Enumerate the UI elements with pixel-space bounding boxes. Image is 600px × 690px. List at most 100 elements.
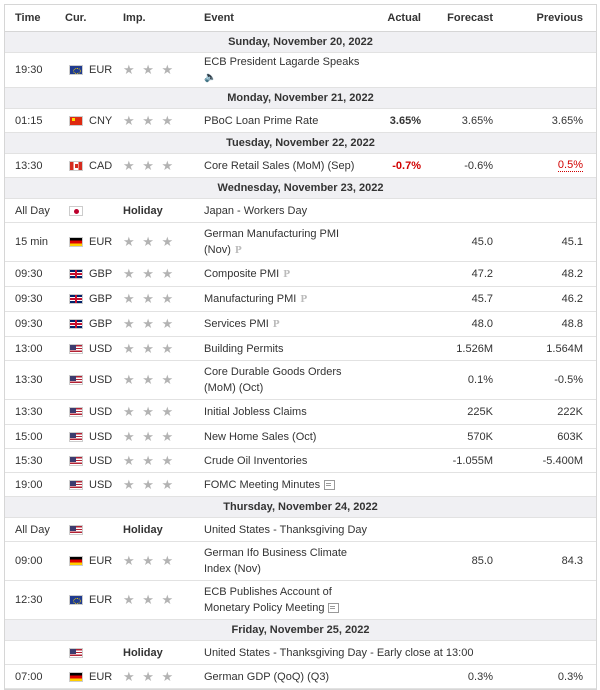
event-currency: GBP bbox=[89, 318, 113, 330]
event-name[interactable]: FOMC Meeting Minutes bbox=[204, 478, 321, 491]
germany-flag-icon bbox=[69, 671, 83, 682]
table-row[interactable]: 15 min EUR ★ ★ ★ German Manufacturing PM… bbox=[5, 223, 596, 262]
header-previous[interactable]: Previous bbox=[536, 12, 583, 24]
event-name-cont[interactable]: Monetary Policy Meeting bbox=[204, 602, 325, 614]
event-name[interactable]: Core Durable Goods Orders bbox=[204, 366, 342, 378]
event-actual bbox=[370, 473, 425, 496]
event-previous bbox=[497, 473, 591, 496]
event-forecast bbox=[425, 53, 497, 87]
event-name: United States - Thanksgiving Day bbox=[204, 523, 368, 536]
event-currency: CNY bbox=[89, 114, 113, 127]
table-row[interactable]: 15:00 USD ★ ★ ★ New Home Sales (Oct) 570… bbox=[5, 425, 596, 449]
event-currency: EUR bbox=[89, 670, 113, 683]
event-name[interactable]: PBoC Loan Prime Rate bbox=[204, 114, 319, 127]
document-icon[interactable] bbox=[324, 479, 336, 490]
table-row[interactable]: 13:00 USD ★ ★ ★ Building Permits 1.526M … bbox=[5, 337, 596, 361]
table-row[interactable]: 19:30 EUR ★ ★ ★ ECB President Lagarde Sp… bbox=[5, 53, 596, 88]
us-flag-icon bbox=[69, 455, 83, 466]
importance-stars-icon: ★ ★ ★ bbox=[123, 452, 176, 468]
event-name[interactable]: Initial Jobless Claims bbox=[204, 406, 307, 418]
uk-flag-icon bbox=[69, 294, 83, 304]
holiday-label: Holiday bbox=[123, 523, 163, 536]
us-flag-icon bbox=[69, 647, 83, 658]
table-row[interactable]: 13:30 USD ★ ★ ★ Core Durable Goods Order… bbox=[5, 361, 596, 400]
event-forecast: 85.0 bbox=[471, 555, 493, 567]
importance-stars-icon: ★ ★ ★ bbox=[123, 157, 176, 173]
header-importance[interactable]: Imp. bbox=[123, 12, 146, 24]
event-name[interactable]: Composite PMI bbox=[204, 267, 280, 280]
eu-flag-icon bbox=[69, 65, 83, 75]
header-currency[interactable]: Cur. bbox=[65, 12, 87, 24]
event-previous[interactable]: 0.5% bbox=[557, 159, 583, 172]
importance-stars-icon: ★ ★ ★ bbox=[123, 112, 176, 128]
table-row[interactable]: 12:30 EUR ★ ★ ★ ECB Publishes Account of… bbox=[5, 581, 596, 620]
table-row[interactable]: 19:00 USD ★ ★ ★ FOMC Meeting Minutes bbox=[5, 473, 596, 497]
importance-stars-icon: ★ ★ ★ bbox=[123, 372, 176, 387]
event-name[interactable]: German GDP (QoQ) (Q3) bbox=[204, 670, 330, 683]
event-name[interactable]: Crude Oil Inventories bbox=[204, 454, 308, 467]
importance-stars-icon: ★ ★ ★ bbox=[123, 316, 176, 331]
event-forecast: -0.6% bbox=[464, 159, 493, 172]
event-previous: -5.400M bbox=[542, 454, 583, 467]
event-name-cont[interactable]: (MoM) (Oct) bbox=[204, 382, 264, 394]
event-time: 15:30 bbox=[15, 454, 43, 467]
event-currency: GBP bbox=[89, 293, 113, 305]
event-previous: 46.2 bbox=[561, 293, 583, 305]
event-name[interactable]: Building Permits bbox=[204, 342, 284, 355]
table-row[interactable]: 09:30 GBP ★ ★ ★ Services PMI P 48.0 48.8 bbox=[5, 312, 596, 337]
event-name[interactable]: ECB President Lagarde Speaks bbox=[204, 56, 360, 68]
holiday-label: Holiday bbox=[123, 646, 163, 659]
event-previous: 1.564M bbox=[546, 342, 583, 355]
table-row[interactable]: All Day Holiday United States - Thanksgi… bbox=[5, 518, 596, 542]
event-name[interactable]: Services PMI bbox=[204, 317, 269, 330]
event-name[interactable]: Core Retail Sales (MoM) (Sep) bbox=[204, 159, 355, 172]
event-time: 13:30 bbox=[15, 374, 43, 386]
event-name[interactable]: New Home Sales (Oct) bbox=[204, 430, 317, 443]
table-row[interactable]: 13:30 USD ★ ★ ★ Initial Jobless Claims 2… bbox=[5, 400, 596, 425]
header-event[interactable]: Event bbox=[204, 12, 234, 24]
speaker-icon[interactable]: 🔈 bbox=[204, 72, 217, 83]
event-actual bbox=[370, 400, 425, 424]
event-name[interactable]: Manufacturing PMI bbox=[204, 292, 297, 305]
event-forecast: 0.1% bbox=[467, 374, 493, 386]
event-forecast: 570K bbox=[467, 430, 493, 443]
us-flag-icon bbox=[69, 343, 83, 354]
us-flag-icon bbox=[69, 407, 83, 417]
table-row[interactable]: 01:15 CNY ★ ★ ★ PBoC Loan Prime Rate 3.6… bbox=[5, 109, 596, 133]
event-name: United States - Thanksgiving Day - Early… bbox=[204, 646, 474, 659]
day-header: Sunday, November 20, 2022 bbox=[5, 32, 596, 53]
table-row[interactable]: 09:30 GBP ★ ★ ★ Manufacturing PMI P 45.7 … bbox=[5, 287, 596, 312]
event-actual bbox=[370, 312, 425, 336]
importance-stars-icon: ★ ★ ★ bbox=[123, 340, 176, 356]
event-name-cont[interactable]: Index (Nov) bbox=[204, 563, 261, 575]
event-forecast: 3.65% bbox=[461, 114, 493, 127]
table-row[interactable]: 09:00 EUR ★ ★ ★ German Ifo Business Clim… bbox=[5, 542, 596, 581]
table-row[interactable]: All Day Holiday Japan - Workers Day bbox=[5, 199, 596, 223]
day-header: Friday, November 25, 2022 bbox=[5, 620, 596, 641]
table-row[interactable]: 09:30 GBP ★ ★ ★ Composite PMI P 47.2 48.2 bbox=[5, 262, 596, 287]
event-previous: 48.8 bbox=[561, 318, 583, 330]
event-name[interactable]: ECB Publishes Account of bbox=[204, 586, 332, 598]
header-forecast[interactable]: Forecast bbox=[447, 12, 493, 24]
event-time: 07:00 bbox=[15, 670, 43, 683]
header-actual[interactable]: Actual bbox=[387, 12, 421, 24]
table-row[interactable]: 15:30 USD ★ ★ ★ Crude Oil Inventories -1… bbox=[5, 449, 596, 473]
event-name[interactable]: German Ifo Business Climate bbox=[204, 547, 348, 559]
event-name-cont[interactable]: (Nov) bbox=[204, 243, 231, 256]
day-label: Tuesday, November 22, 2022 bbox=[226, 137, 375, 149]
day-label: Sunday, November 20, 2022 bbox=[228, 36, 373, 48]
table-row[interactable]: 07:00 EUR ★ ★ ★ German GDP (QoQ) (Q3) 0.… bbox=[5, 665, 596, 689]
table-row[interactable]: Holiday United States - Thanksgiving Day… bbox=[5, 641, 596, 665]
event-previous: 45.1 bbox=[561, 236, 583, 248]
importance-stars-icon: ★ ★ ★ bbox=[123, 234, 176, 249]
document-icon[interactable] bbox=[328, 603, 340, 614]
event-forecast bbox=[425, 473, 497, 496]
japan-flag-icon bbox=[69, 205, 83, 216]
table-row[interactable]: 13:30 CAD ★ ★ ★ Core Retail Sales (MoM) … bbox=[5, 154, 596, 178]
importance-stars-icon: ★ ★ ★ bbox=[123, 476, 176, 492]
event-forecast bbox=[425, 581, 497, 619]
day-label: Friday, November 25, 2022 bbox=[231, 624, 370, 636]
us-flag-icon bbox=[69, 524, 83, 535]
event-name[interactable]: German Manufacturing PMI bbox=[204, 227, 340, 240]
header-time[interactable]: Time bbox=[15, 12, 41, 24]
